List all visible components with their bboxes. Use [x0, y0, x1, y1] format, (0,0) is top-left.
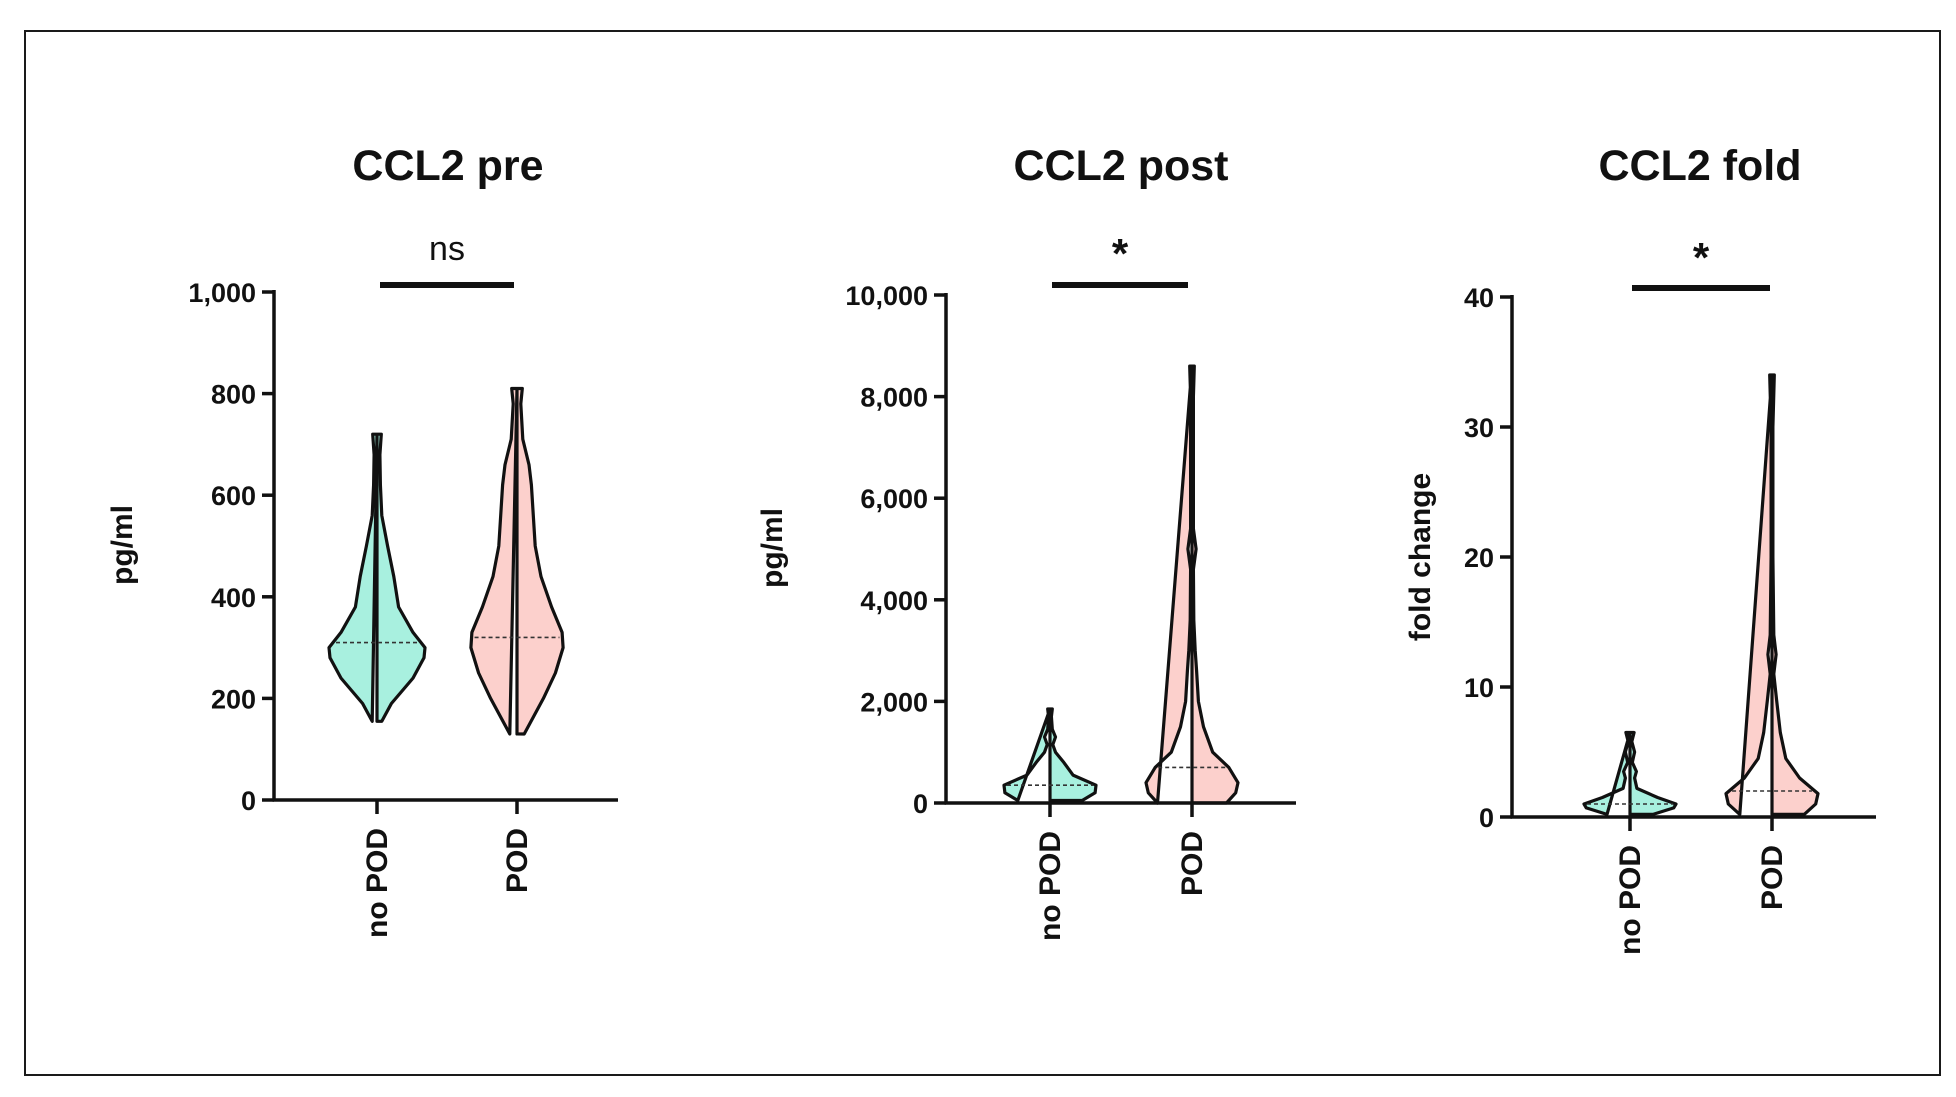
- y-tick-label: 4,000: [860, 586, 928, 616]
- category-label: POD: [1176, 831, 1209, 896]
- chart-title: CCL2 post: [1014, 142, 1229, 190]
- significance-label: *: [1112, 230, 1129, 277]
- y-tick-label: 2,000: [860, 687, 928, 717]
- chart-title: CCL2 pre: [352, 142, 543, 190]
- category-label: no POD: [1034, 831, 1067, 941]
- y-tick-label: 10: [1464, 673, 1494, 703]
- y-tick-label: 40: [1464, 283, 1494, 313]
- y-tick-label: 800: [211, 380, 256, 410]
- significance-label: ns: [429, 230, 465, 268]
- category-label: no POD: [361, 828, 394, 938]
- y-axis-label: fold change: [1404, 473, 1437, 641]
- category-label: POD: [1756, 845, 1789, 910]
- y-tick-label: 10,000: [845, 281, 928, 311]
- y-tick-label: 600: [211, 481, 256, 511]
- significance-label: *: [1693, 234, 1710, 281]
- violin-pod: [1724, 373, 1820, 816]
- chart-1: CCL2 pre pg/ml 0 200 400 600 800 1,000 no POD POD…: [106, 142, 618, 938]
- y-tick-label: 6,000: [860, 484, 928, 514]
- chart-title: CCL2 fold: [1598, 142, 1801, 190]
- figure-frame: [24, 30, 1941, 1076]
- y-tick-label: 8,000: [860, 383, 928, 413]
- y-axis-label: pg/ml: [106, 505, 139, 585]
- violin-no-pod: [1582, 730, 1678, 816]
- violin-no-pod: [327, 432, 427, 723]
- category-label: POD: [501, 828, 534, 893]
- y-tick-label: 30: [1464, 413, 1494, 443]
- y-tick-label: 0: [1479, 803, 1494, 833]
- y-tick-label: 0: [241, 786, 256, 816]
- category-label: no POD: [1614, 845, 1647, 955]
- y-axis-label: pg/ml: [756, 508, 789, 588]
- violin-pod: [1144, 364, 1240, 805]
- y-tick-label: 200: [211, 684, 256, 714]
- y-tick-label: 400: [211, 583, 256, 613]
- y-tick-label: 1,000: [188, 278, 256, 308]
- violin-no-pod: [1002, 707, 1098, 803]
- y-tick-label: 20: [1464, 543, 1494, 573]
- chart-3: CCL2 fold fold change 0 10 20 30 40 no POD POD *: [1404, 142, 1876, 955]
- y-tick-label: 0: [913, 789, 928, 819]
- violin-pod: [469, 386, 565, 736]
- chart-2: CCL2 post pg/ml 0 2,000 4,000 6,000 8,000 10,00…: [756, 142, 1296, 941]
